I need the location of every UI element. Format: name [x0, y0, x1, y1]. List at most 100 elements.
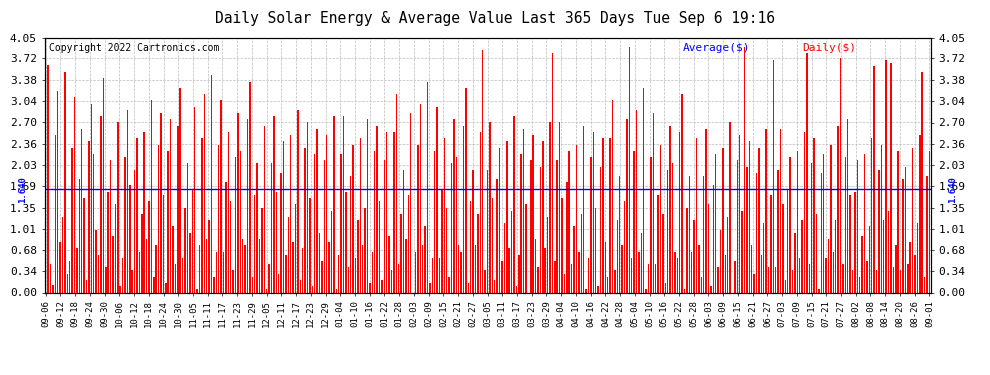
Bar — [78, 179, 80, 292]
Bar — [902, 179, 904, 292]
Bar — [924, 277, 926, 292]
Bar — [359, 138, 361, 292]
Bar — [588, 258, 589, 292]
Bar — [379, 201, 380, 292]
Bar — [321, 261, 323, 292]
Bar — [57, 91, 58, 292]
Bar — [448, 277, 449, 292]
Bar — [127, 110, 128, 292]
Bar — [556, 160, 558, 292]
Bar — [191, 189, 193, 292]
Bar — [266, 290, 267, 292]
Bar — [287, 217, 289, 292]
Bar — [737, 160, 738, 292]
Bar — [179, 88, 181, 292]
Bar — [655, 264, 656, 292]
Bar — [371, 252, 373, 292]
Bar — [585, 290, 587, 292]
Bar — [76, 248, 77, 292]
Bar — [751, 245, 752, 292]
Bar — [295, 204, 296, 292]
Bar — [831, 144, 832, 292]
Bar — [900, 270, 901, 292]
Bar — [898, 151, 899, 292]
Bar — [806, 53, 808, 292]
Bar — [849, 195, 850, 292]
Bar — [701, 277, 702, 292]
Bar — [391, 270, 392, 292]
Bar — [450, 164, 452, 292]
Bar — [475, 245, 476, 292]
Bar — [499, 148, 500, 292]
Bar — [233, 270, 234, 292]
Text: Copyright 2022 Cartronics.com: Copyright 2022 Cartronics.com — [49, 43, 220, 52]
Bar — [842, 264, 843, 292]
Bar — [828, 239, 830, 292]
Bar — [71, 148, 73, 292]
Bar — [576, 144, 577, 292]
Bar — [297, 110, 299, 292]
Bar — [225, 182, 227, 292]
Bar — [364, 207, 366, 292]
Bar — [396, 94, 397, 292]
Bar — [357, 220, 358, 292]
Bar — [919, 135, 921, 292]
Bar — [730, 123, 731, 292]
Bar — [334, 116, 335, 292]
Bar — [86, 280, 87, 292]
Bar — [235, 157, 237, 292]
Bar — [182, 258, 183, 292]
Bar — [247, 119, 248, 292]
Bar — [336, 290, 337, 292]
Bar — [463, 126, 464, 292]
Bar — [755, 173, 757, 292]
Bar — [258, 239, 260, 292]
Bar — [442, 189, 443, 292]
Bar — [622, 245, 623, 292]
Bar — [708, 204, 709, 292]
Bar — [612, 100, 613, 292]
Bar — [713, 186, 714, 292]
Bar — [639, 252, 640, 292]
Bar — [746, 166, 747, 292]
Bar — [302, 248, 303, 292]
Bar — [573, 226, 575, 292]
Bar — [439, 258, 441, 292]
Bar — [753, 274, 754, 292]
Bar — [83, 198, 85, 292]
Bar — [415, 252, 416, 292]
Bar — [568, 151, 570, 292]
Bar — [506, 141, 508, 292]
Bar — [81, 129, 82, 292]
Bar — [201, 138, 203, 292]
Bar — [535, 239, 537, 292]
Bar — [614, 270, 616, 292]
Bar — [115, 204, 116, 292]
Bar — [240, 151, 241, 292]
Bar — [821, 173, 822, 292]
Bar — [609, 138, 611, 292]
Bar — [338, 255, 340, 292]
Bar — [513, 116, 515, 292]
Bar — [153, 277, 154, 292]
Bar — [263, 126, 265, 292]
Bar — [833, 252, 834, 292]
Bar — [256, 164, 257, 292]
Bar — [763, 223, 764, 292]
Bar — [693, 220, 695, 292]
Bar — [768, 267, 769, 292]
Bar — [66, 274, 68, 292]
Bar — [893, 267, 894, 292]
Bar — [352, 144, 353, 292]
Bar — [381, 280, 383, 292]
Bar — [600, 166, 601, 292]
Bar — [626, 119, 628, 292]
Bar — [331, 211, 333, 292]
Bar — [674, 252, 675, 292]
Bar — [280, 173, 282, 292]
Bar — [739, 135, 741, 292]
Bar — [722, 148, 724, 292]
Bar — [631, 258, 633, 292]
Bar — [105, 267, 107, 292]
Bar — [890, 63, 892, 292]
